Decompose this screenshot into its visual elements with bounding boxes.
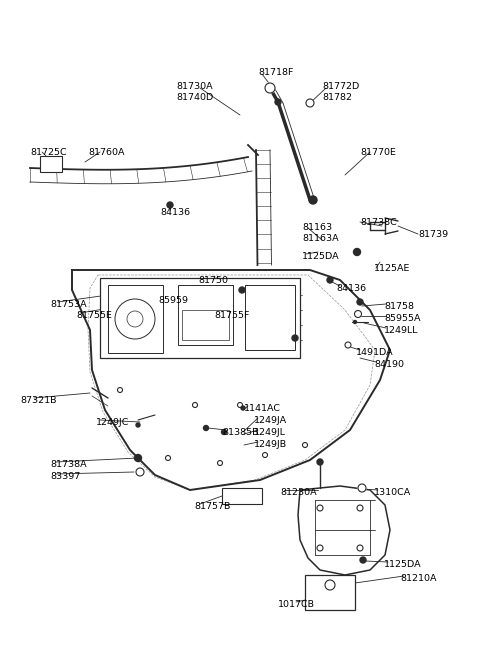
Circle shape bbox=[355, 310, 361, 318]
Text: 81755E: 81755E bbox=[76, 311, 112, 320]
Text: 81385B: 81385B bbox=[222, 428, 259, 437]
Text: 81210A: 81210A bbox=[400, 574, 436, 583]
Circle shape bbox=[317, 459, 323, 465]
Bar bbox=[108, 285, 163, 353]
Bar bbox=[245, 285, 295, 350]
Text: 81757B: 81757B bbox=[194, 502, 230, 511]
Text: 81753A: 81753A bbox=[50, 300, 86, 309]
Text: 81738A: 81738A bbox=[50, 460, 86, 469]
Circle shape bbox=[221, 430, 227, 434]
Circle shape bbox=[275, 99, 281, 105]
Circle shape bbox=[136, 423, 140, 427]
Circle shape bbox=[136, 468, 144, 476]
Text: 1310CA: 1310CA bbox=[374, 488, 411, 497]
Circle shape bbox=[118, 388, 122, 392]
Circle shape bbox=[134, 455, 142, 462]
Circle shape bbox=[306, 99, 314, 107]
Circle shape bbox=[265, 83, 275, 93]
Text: 81770E: 81770E bbox=[360, 148, 396, 157]
Text: 81740D: 81740D bbox=[176, 93, 213, 102]
Text: 1249JC: 1249JC bbox=[96, 418, 130, 427]
Text: 81230A: 81230A bbox=[280, 488, 317, 497]
Text: 81760A: 81760A bbox=[88, 148, 124, 157]
Text: 84136: 84136 bbox=[336, 284, 366, 293]
Text: 81725C: 81725C bbox=[30, 148, 67, 157]
Text: 1249JL: 1249JL bbox=[254, 428, 286, 437]
Circle shape bbox=[302, 443, 308, 447]
Circle shape bbox=[292, 335, 298, 341]
Text: 84136: 84136 bbox=[160, 208, 190, 217]
Circle shape bbox=[327, 277, 333, 283]
Text: 81718F: 81718F bbox=[258, 68, 293, 77]
Text: 85959: 85959 bbox=[158, 296, 188, 305]
Text: 1249JB: 1249JB bbox=[254, 440, 287, 449]
Bar bbox=[178, 285, 233, 345]
Text: 1125DA: 1125DA bbox=[384, 560, 421, 569]
Circle shape bbox=[263, 453, 267, 457]
Circle shape bbox=[345, 342, 351, 348]
Circle shape bbox=[353, 320, 357, 324]
Text: 81738C: 81738C bbox=[360, 218, 397, 227]
Circle shape bbox=[217, 460, 223, 466]
Text: 1491DA: 1491DA bbox=[356, 348, 394, 357]
Text: 85955A: 85955A bbox=[384, 314, 420, 323]
Text: 81163A: 81163A bbox=[302, 234, 338, 243]
Circle shape bbox=[167, 202, 173, 208]
Text: 1125AE: 1125AE bbox=[374, 264, 410, 273]
Circle shape bbox=[357, 299, 363, 305]
Circle shape bbox=[241, 406, 245, 410]
Circle shape bbox=[358, 484, 366, 492]
Circle shape bbox=[115, 299, 155, 339]
Circle shape bbox=[127, 311, 143, 327]
Circle shape bbox=[353, 248, 360, 255]
Text: 84190: 84190 bbox=[374, 360, 404, 369]
Text: 1017CB: 1017CB bbox=[278, 600, 315, 609]
Text: 81730A: 81730A bbox=[176, 82, 213, 91]
Circle shape bbox=[317, 545, 323, 551]
Circle shape bbox=[357, 505, 363, 511]
Bar bbox=[100, 278, 300, 358]
Text: 81163: 81163 bbox=[302, 223, 332, 232]
Circle shape bbox=[238, 403, 242, 407]
Circle shape bbox=[357, 545, 363, 551]
Circle shape bbox=[325, 580, 335, 590]
Text: 81755F: 81755F bbox=[214, 311, 250, 320]
Bar bbox=[40, 156, 62, 172]
Text: 1249JA: 1249JA bbox=[254, 416, 287, 425]
Text: 83397: 83397 bbox=[50, 472, 80, 481]
Text: 81750: 81750 bbox=[198, 276, 228, 285]
Text: 81739: 81739 bbox=[418, 230, 448, 239]
Circle shape bbox=[317, 505, 323, 511]
Text: 1249LL: 1249LL bbox=[384, 326, 419, 335]
Circle shape bbox=[192, 403, 197, 407]
Text: 1125DA: 1125DA bbox=[302, 252, 340, 261]
Circle shape bbox=[204, 426, 208, 430]
Circle shape bbox=[360, 557, 366, 563]
Bar bbox=[182, 310, 229, 340]
Text: 1141AC: 1141AC bbox=[244, 404, 281, 413]
Circle shape bbox=[309, 196, 317, 204]
Bar bbox=[305, 575, 355, 610]
Bar bbox=[222, 488, 262, 504]
Text: 87321B: 87321B bbox=[20, 396, 57, 405]
Circle shape bbox=[239, 287, 245, 293]
Text: 81758: 81758 bbox=[384, 302, 414, 311]
Circle shape bbox=[166, 455, 170, 460]
Text: 81772D: 81772D bbox=[322, 82, 359, 91]
Text: 81782: 81782 bbox=[322, 93, 352, 102]
